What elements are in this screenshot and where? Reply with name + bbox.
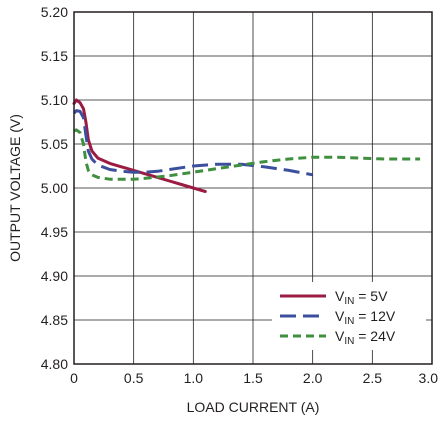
series-line-3 bbox=[73, 128, 421, 181]
series-line-2 bbox=[72, 109, 313, 177]
y-tick-label: 4.80 bbox=[41, 356, 68, 372]
x-tick-label: 2.0 bbox=[303, 370, 323, 386]
chart-grid bbox=[74, 12, 432, 364]
x-tick-label: 2.5 bbox=[363, 370, 383, 386]
x-axis-label: LOAD CURRENT (A) bbox=[187, 399, 320, 415]
y-tick-label: 5.00 bbox=[41, 180, 68, 196]
x-tick-label: 0.5 bbox=[124, 370, 144, 386]
legend-entry-2: VIN = 12V bbox=[335, 308, 396, 327]
chart-tick-labels: 0 0.5 1.0 1.5 2.0 2.5 3.0 4.80 4.85 4.90 4.95 5.00 5… bbox=[41, 4, 438, 386]
series-line-1 bbox=[72, 98, 207, 193]
legend-background bbox=[272, 282, 426, 350]
y-tick-label: 4.85 bbox=[41, 312, 68, 328]
x-tick-label: 0 bbox=[70, 370, 78, 386]
chart-series-layer bbox=[72, 98, 421, 193]
y-axis-label: OUTPUT VOLTAGE (V) bbox=[7, 114, 23, 262]
x-tick-label: 1.5 bbox=[243, 370, 263, 386]
legend-entry-1: VIN = 5V bbox=[335, 288, 388, 307]
y-tick-label: 5.20 bbox=[41, 4, 68, 20]
y-tick-label: 4.95 bbox=[41, 224, 68, 240]
y-tick-label: 5.15 bbox=[41, 48, 68, 64]
plot-frame bbox=[73, 11, 433, 365]
x-tick-label: 1.0 bbox=[184, 370, 204, 386]
y-tick-label: 5.05 bbox=[41, 136, 68, 152]
legend-entry-3: VIN = 24V bbox=[335, 328, 396, 347]
y-tick-label: 4.90 bbox=[41, 268, 68, 284]
y-tick-label: 5.10 bbox=[41, 92, 68, 108]
x-tick-label: 3.0 bbox=[419, 370, 439, 386]
